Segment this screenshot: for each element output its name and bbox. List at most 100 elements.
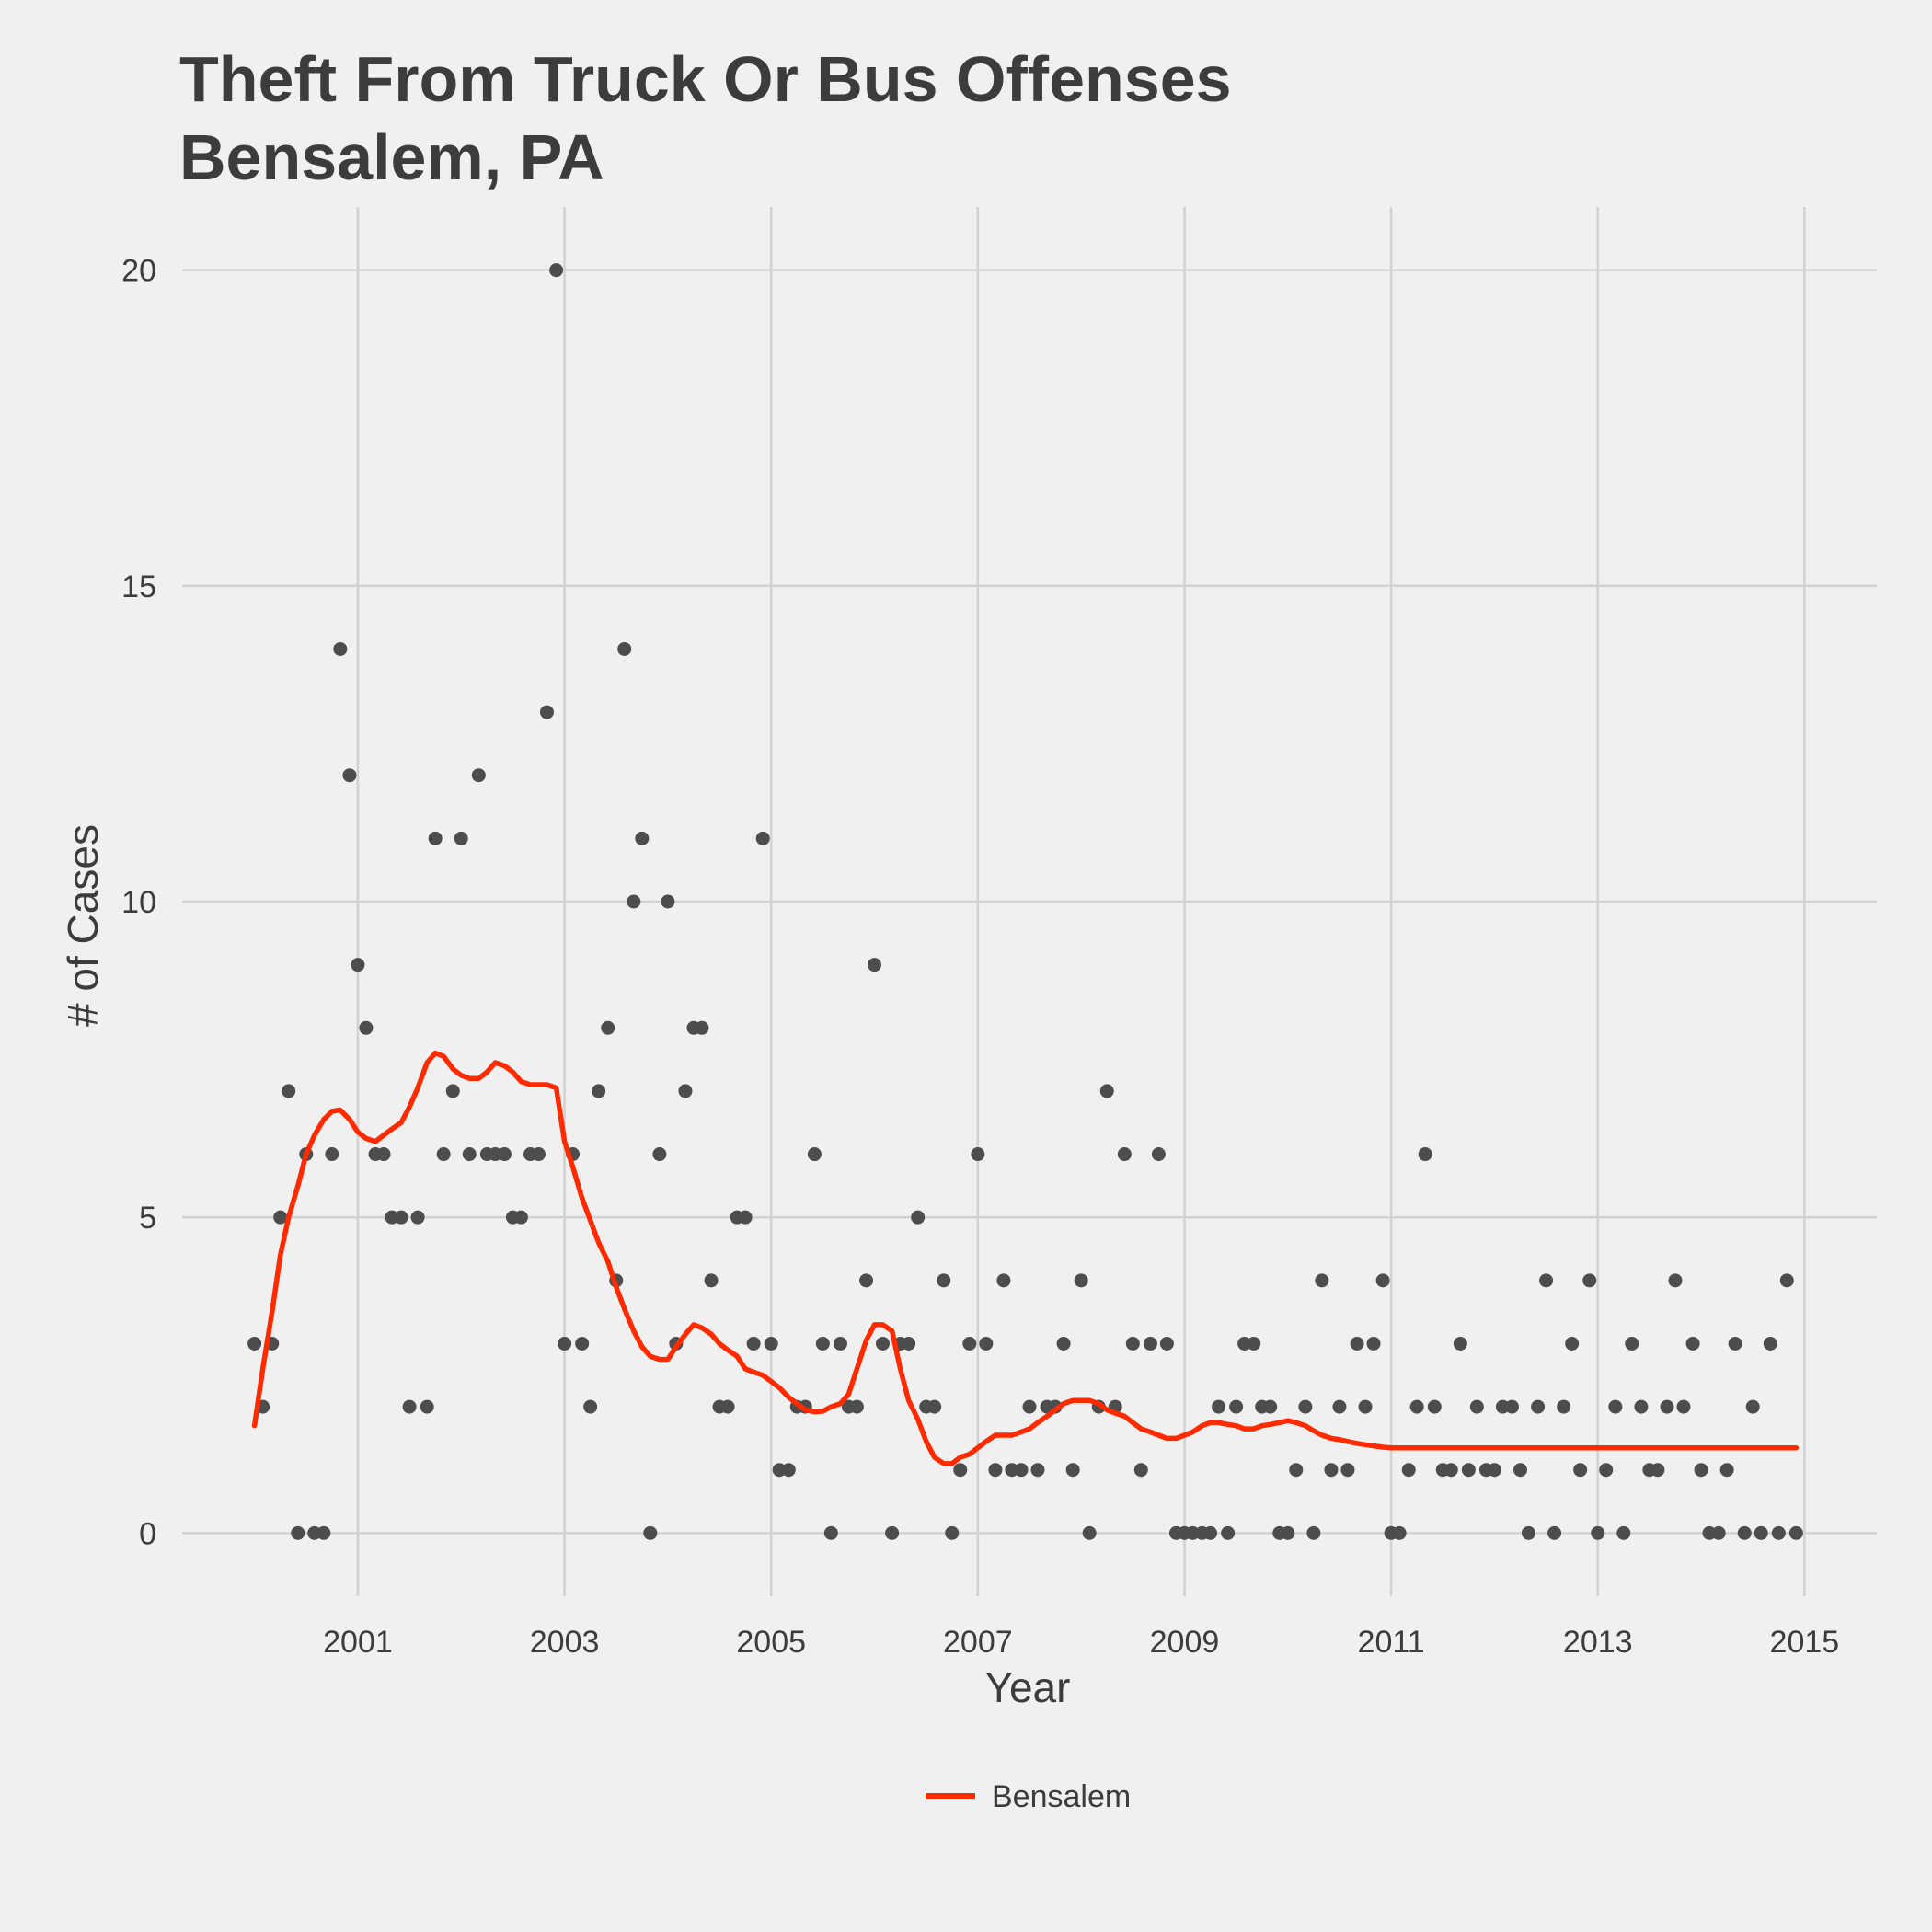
data-point <box>1573 1463 1588 1478</box>
y-axis-title: # of Cases <box>59 824 107 1027</box>
data-point <box>1014 1463 1029 1478</box>
data-point <box>1650 1463 1665 1478</box>
data-point <box>531 1147 546 1162</box>
data-point <box>1531 1399 1546 1414</box>
data-point <box>1728 1336 1742 1351</box>
data-point <box>1315 1273 1329 1288</box>
data-point <box>781 1463 796 1478</box>
data-point <box>695 1020 709 1035</box>
data-point <box>1591 1525 1605 1540</box>
data-point <box>1582 1273 1597 1288</box>
data-point <box>282 1084 296 1098</box>
data-point <box>1082 1525 1097 1540</box>
data-point <box>351 958 365 972</box>
data-point <box>937 1273 951 1288</box>
x-tick-label: 2013 <box>1563 1625 1633 1660</box>
data-point <box>1779 1273 1794 1288</box>
data-point <box>868 958 882 972</box>
data-point <box>471 768 486 783</box>
data-point <box>592 1084 606 1098</box>
y-tick-label: 20 <box>121 254 156 289</box>
data-point <box>273 1210 288 1225</box>
data-point <box>635 831 650 845</box>
data-point <box>704 1273 719 1288</box>
trend-lines <box>251 1050 1800 1466</box>
data-point <box>1281 1525 1295 1540</box>
data-point <box>1616 1525 1631 1540</box>
data-point <box>996 1273 1011 1288</box>
data-point <box>1247 1336 1261 1351</box>
data-point <box>1461 1463 1476 1478</box>
data-point <box>325 1147 339 1162</box>
data-point <box>823 1525 838 1540</box>
data-point <box>833 1336 847 1351</box>
data-point <box>1625 1336 1639 1351</box>
data-point <box>1719 1463 1734 1478</box>
x-tick-label: 2015 <box>1770 1625 1840 1660</box>
y-tick-label: 5 <box>139 1201 156 1236</box>
data-point <box>1212 1399 1226 1414</box>
data-point <box>291 1525 305 1540</box>
data-point <box>342 768 357 783</box>
x-tick-label: 2005 <box>736 1625 806 1660</box>
data-point <box>1125 1336 1140 1351</box>
trend-line <box>251 1050 1800 1466</box>
data-point <box>652 1147 667 1162</box>
chart-title: Theft From Truck Or Bus Offenses <box>179 43 1232 115</box>
data-point <box>558 1336 572 1351</box>
data-point <box>1203 1525 1218 1540</box>
data-point <box>755 831 770 845</box>
data-point <box>1065 1463 1080 1478</box>
data-point <box>1030 1463 1045 1478</box>
data-point <box>885 1525 900 1540</box>
data-point <box>454 831 468 845</box>
data-point <box>678 1084 693 1098</box>
data-point <box>1634 1399 1649 1414</box>
data-point <box>1443 1463 1458 1478</box>
data-point <box>849 1399 864 1414</box>
data-point <box>738 1210 753 1225</box>
data-point <box>513 1210 528 1225</box>
data-point <box>911 1210 926 1225</box>
data-point <box>1469 1399 1484 1414</box>
data-point <box>988 1463 1003 1478</box>
data-point <box>1547 1525 1562 1540</box>
data-point <box>1221 1525 1236 1540</box>
data-point <box>1599 1463 1614 1478</box>
data-point <box>1133 1463 1148 1478</box>
data-point <box>420 1399 434 1414</box>
data-point <box>601 1020 615 1035</box>
data-point <box>1513 1463 1528 1478</box>
data-point <box>1143 1336 1157 1351</box>
x-tick-label: 2011 <box>1358 1625 1425 1660</box>
data-point <box>1427 1399 1442 1414</box>
data-point <box>583 1399 598 1414</box>
data-point <box>1151 1147 1166 1162</box>
y-tick-label: 10 <box>121 885 156 920</box>
data-point <box>1263 1399 1278 1414</box>
data-point <box>1754 1525 1768 1540</box>
data-point <box>1306 1525 1321 1540</box>
x-tick-label: 2003 <box>530 1625 600 1660</box>
data-point <box>720 1399 735 1414</box>
x-tick-label: 2007 <box>943 1625 1013 1660</box>
legend: Bensalem <box>926 1779 1131 1814</box>
data-point <box>445 1084 460 1098</box>
data-point <box>402 1399 417 1414</box>
x-tick-label: 2009 <box>1150 1625 1220 1660</box>
data-point <box>1737 1525 1752 1540</box>
data-point <box>962 1336 977 1351</box>
data-point <box>1685 1336 1700 1351</box>
data-point <box>1539 1273 1554 1288</box>
data-point <box>1453 1336 1467 1351</box>
data-point <box>316 1525 331 1540</box>
data-point <box>1608 1399 1623 1414</box>
data-point <box>953 1463 968 1478</box>
data-point <box>1358 1399 1373 1414</box>
data-point <box>859 1273 874 1288</box>
data-point <box>462 1147 477 1162</box>
data-point <box>376 1147 391 1162</box>
y-tick-label: 0 <box>139 1516 156 1551</box>
data-point <box>627 894 641 909</box>
